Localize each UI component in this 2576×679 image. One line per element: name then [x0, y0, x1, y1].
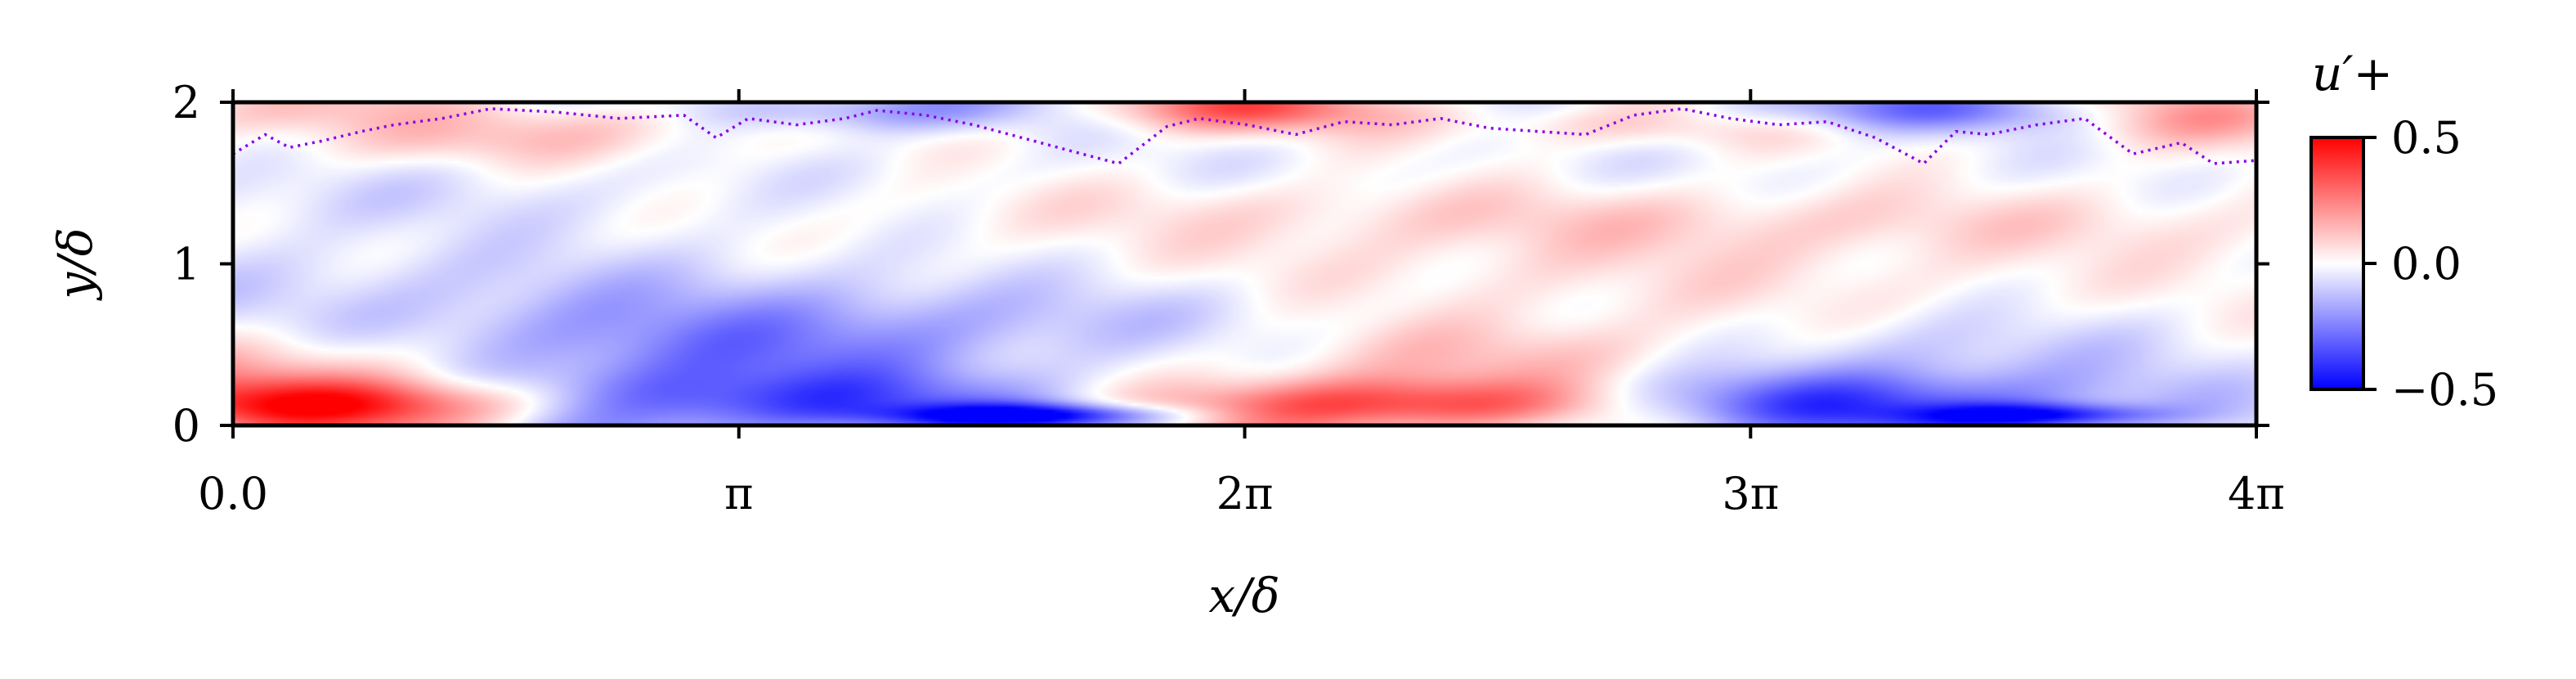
heatmap-field	[233, 102, 2256, 425]
x-axis: 0.0 π 2π 3π 4π	[198, 89, 2285, 519]
y-tick-label: 0	[172, 400, 200, 452]
x-axis-label: x/δ	[1208, 568, 1279, 623]
colorbar-tick-label: −0.5	[2391, 364, 2498, 416]
y-axis-label: y/δ	[47, 227, 103, 301]
colorbar: 0.5 0.0 −0.5 u′+	[2309, 46, 2498, 416]
x-tick-label: π	[724, 468, 754, 519]
x-tick-label: 3π	[1722, 468, 1779, 519]
y-tick-label: 1	[172, 239, 200, 290]
x-tick-label: 0.0	[198, 468, 268, 519]
x-tick-label: 4π	[2228, 468, 2285, 519]
colorbar-ticks: 0.5 0.0 −0.5	[2363, 112, 2498, 416]
plot-area	[231, 100, 2259, 428]
x-tick-label: 2π	[1216, 468, 1274, 519]
colorbar-tick-label: 0.5	[2391, 112, 2462, 164]
colorbar-title: u′+	[2312, 46, 2393, 101]
y-axis: 0 1 2	[172, 77, 2269, 452]
y-tick-label: 2	[172, 77, 200, 128]
colorbar-gradient	[2309, 136, 2365, 391]
colorbar-tick-label: 0.0	[2391, 238, 2462, 290]
interface-line	[233, 107, 2256, 166]
